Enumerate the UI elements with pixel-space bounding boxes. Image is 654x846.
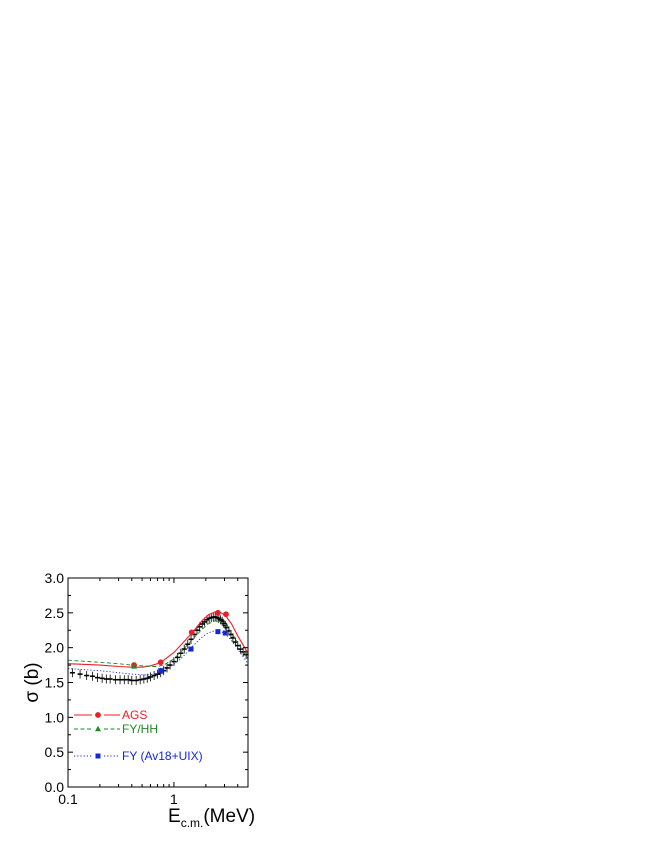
legend-label: FY (Av18+UIX) bbox=[122, 749, 203, 763]
series-line-2 bbox=[67, 620, 249, 667]
series-marker-1 bbox=[188, 629, 195, 636]
x-axis-label-unit: (MeV) bbox=[203, 806, 255, 827]
y-tick-label: 0.0 bbox=[45, 779, 65, 795]
x-tick-label: 1 bbox=[170, 791, 178, 807]
series-marker-3 bbox=[158, 668, 164, 674]
series-marker-1 bbox=[215, 609, 221, 616]
series-marker-3 bbox=[222, 630, 228, 636]
y-tick-label: 0.5 bbox=[45, 744, 65, 760]
x-tick-label: 0.1 bbox=[58, 791, 78, 807]
series-marker-3 bbox=[188, 646, 194, 652]
legend-label: AGS bbox=[122, 708, 147, 722]
series-line-3 bbox=[67, 630, 249, 676]
plot-area bbox=[67, 609, 249, 685]
series-marker-1 bbox=[223, 611, 229, 618]
axes: 0.0 0.5 1.0 1.5 2.0 2.5 3.0 0.1 1 bbox=[45, 570, 249, 807]
x-axis-label: Ec.m.(MeV) bbox=[168, 806, 255, 830]
series-marker-3 bbox=[215, 629, 221, 635]
x-axis-label-symbol: E bbox=[168, 806, 181, 827]
y-tick-label: 1.0 bbox=[45, 709, 65, 725]
series-marker-1 bbox=[157, 659, 164, 666]
legend-marker bbox=[95, 725, 101, 732]
y-axis-label: σ (b) bbox=[22, 662, 43, 702]
y-tick-label: 2.0 bbox=[45, 640, 65, 656]
y-tick-label: 1.5 bbox=[45, 675, 65, 691]
legend-marker bbox=[95, 753, 101, 759]
x-axis-label-subscript: c.m. bbox=[181, 816, 204, 830]
y-tick-label: 2.5 bbox=[45, 605, 65, 621]
legend-marker bbox=[95, 712, 101, 718]
legend-label: FY/HH bbox=[122, 722, 158, 736]
series-marker-2 bbox=[131, 663, 138, 669]
y-tick-label: 3.0 bbox=[45, 570, 65, 586]
